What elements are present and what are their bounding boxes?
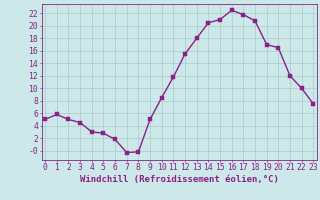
X-axis label: Windchill (Refroidissement éolien,°C): Windchill (Refroidissement éolien,°C)	[80, 175, 279, 184]
